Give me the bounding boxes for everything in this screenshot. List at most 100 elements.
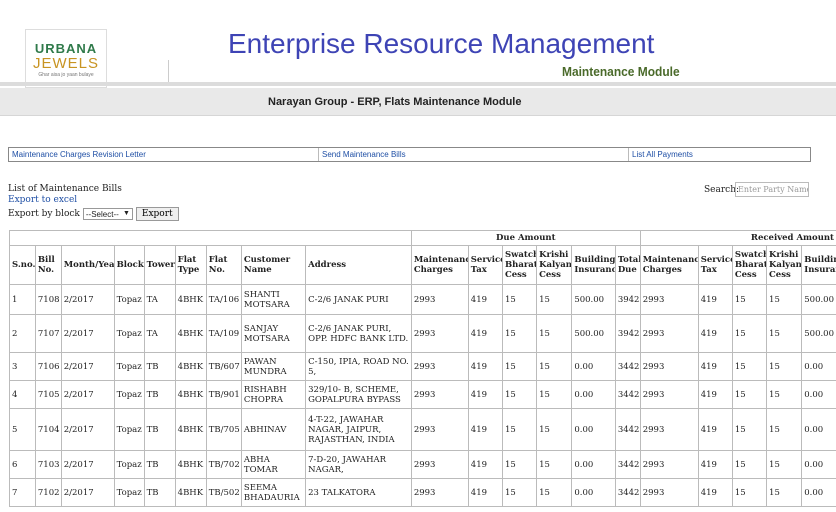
table-row[interactable]: 3 7106 2/2017 Topaz TB 4BHK TB/607 PAWAN MUNDRA…: [9, 352, 836, 381]
column-header: Building Insurance: [801, 245, 836, 285]
column-header: Maintenance Charges: [639, 245, 699, 285]
table-cell: 15: [731, 450, 768, 479]
table-cell: TB: [143, 408, 176, 451]
table-cell: 419: [467, 478, 503, 507]
table-cell: SHANTI MOTSARA: [240, 284, 307, 315]
table-cell: 7102: [34, 478, 62, 507]
table-cell: 15: [536, 408, 573, 451]
table-cell: 419: [467, 284, 503, 315]
table-cell: 0.00: [801, 408, 836, 451]
table-cell: Topaz: [113, 380, 145, 409]
table-cell: 4: [9, 380, 36, 409]
table-body: 1 7108 2/2017 Topaz TA 4BHK TA/106 SHANTI MOTSA…: [9, 284, 836, 507]
table-cell: C-2/6 JANAK PURI: [305, 284, 412, 315]
group-header-received: Received Amount: [639, 230, 836, 246]
table-cell: 7103: [34, 450, 62, 479]
table-cell: 15: [501, 314, 538, 353]
table-cell: 419: [697, 450, 733, 479]
table-cell: 0.00: [801, 352, 836, 381]
table-cell: 0.00: [801, 380, 836, 409]
logo-tagline: Ghar aisa jo yaan bulaye: [38, 72, 94, 78]
table-cell: 15: [536, 314, 573, 353]
column-header: Krishi Kalyan Cess: [536, 245, 573, 285]
table-cell: 15: [501, 284, 538, 315]
bills-table-container: Due Amount Received Amount S.no. Bill No.…: [9, 230, 836, 507]
group-header-blank: [9, 230, 412, 246]
table-cell: 15: [536, 284, 573, 315]
table-cell: 0.00: [571, 450, 616, 479]
table-cell: TB/901: [205, 380, 242, 409]
table-cell: ABHINAV: [240, 408, 307, 451]
table-cell: 15: [731, 408, 768, 451]
table-cell: 0.00: [571, 352, 616, 381]
app-title: Enterprise Resource Management: [228, 28, 655, 59]
block-select[interactable]: --Select-- ▼: [82, 208, 133, 220]
table-cell: 5: [9, 408, 36, 451]
export-block-label: Export by block: [8, 209, 80, 219]
nav-send-bills-link[interactable]: Send Maintenance Bills: [319, 148, 629, 161]
table-cell: 15: [766, 450, 803, 479]
banner-strip: [0, 82, 836, 86]
table-row[interactable]: 7 7102 2/2017 Topaz TB 4BHK TB/502 SEEMA BHADAU…: [9, 478, 836, 507]
table-cell: 0.00: [801, 478, 836, 507]
table-cell: 7: [9, 478, 36, 507]
export-button[interactable]: Export: [135, 207, 179, 221]
table-cell: 2: [9, 314, 36, 353]
table-cell: PAWAN MUNDRA: [240, 352, 307, 381]
table-cell: 2993: [410, 352, 469, 381]
table-row[interactable]: 2 7107 2/2017 Topaz TA 4BHK TA/109 SANJAY MOTSA…: [9, 314, 836, 353]
table-row[interactable]: 6 7103 2/2017 Topaz TB 4BHK TB/702 ABHA TOMAR 7-…: [9, 450, 836, 479]
column-header: Building Insurance: [571, 245, 616, 285]
table-cell: 3442: [614, 352, 641, 381]
column-header: Flat No.: [205, 245, 242, 285]
table-cell: 419: [467, 352, 503, 381]
table-cell: 4BHK: [174, 380, 207, 409]
table-cell: SEEMA BHADAURIA: [240, 478, 307, 507]
column-header: Customer Name: [240, 245, 307, 285]
table-cell: 7108: [34, 284, 62, 315]
table-row[interactable]: 1 7108 2/2017 Topaz TA 4BHK TA/106 SHANTI MOTSA…: [9, 284, 836, 315]
table-cell: TB/705: [205, 408, 242, 451]
column-header: Swatch Bharat Cess: [501, 245, 538, 285]
search-input[interactable]: Enter Party Name: [735, 182, 809, 197]
table-cell: 15: [501, 408, 538, 451]
table-cell: 3442: [614, 408, 641, 451]
table-cell: 15: [766, 380, 803, 409]
table-cell: 2993: [410, 408, 469, 451]
column-header: Block: [113, 245, 145, 285]
table-cell: 2993: [639, 314, 699, 353]
nav-revision-letter-link[interactable]: Maintenance Charges Revision Letter: [9, 148, 319, 161]
block-select-value: --Select--: [85, 209, 119, 219]
table-cell: 500.00: [571, 284, 616, 315]
table-cell: 2/2017: [60, 450, 115, 479]
column-header: Bill No.: [34, 245, 62, 285]
table-cell: 15: [731, 284, 768, 315]
table-cell: ABHA TOMAR: [240, 450, 307, 479]
column-header: Krishi Kalyan Cess: [766, 245, 803, 285]
nav-list-payments-link[interactable]: List All Payments: [632, 150, 693, 159]
table-cell: 419: [697, 284, 733, 315]
column-header: Maintenance Charges: [410, 245, 469, 285]
column-header: Service Tax: [467, 245, 503, 285]
table-cell: TB/607: [205, 352, 242, 381]
table-row[interactable]: 5 7104 2/2017 Topaz TB 4BHK TB/705 ABHINAV 4-T-2…: [9, 408, 836, 451]
export-excel-link[interactable]: Export to excel: [8, 195, 78, 205]
table-cell: 2993: [639, 450, 699, 479]
table-cell: SANJAY MOTSARA: [240, 314, 307, 353]
table-cell: 0.00: [801, 450, 836, 479]
table-cell: TB: [143, 478, 176, 507]
table-cell: 3942: [614, 314, 641, 353]
table-cell: 419: [697, 478, 733, 507]
table-cell: 2/2017: [60, 408, 115, 451]
table-cell: 2/2017: [60, 380, 115, 409]
table-cell: 15: [766, 284, 803, 315]
table-cell: Topaz: [113, 352, 145, 381]
table-cell: 2/2017: [60, 284, 115, 315]
table-row[interactable]: 4 7105 2/2017 Topaz TB 4BHK TB/901 RISHABH CHOP…: [9, 380, 836, 409]
table-cell: 15: [766, 408, 803, 451]
table-cell: 0.00: [571, 408, 616, 451]
table-cell: TB/502: [205, 478, 242, 507]
table-cell: Topaz: [113, 314, 145, 353]
table-cell: 2993: [639, 352, 699, 381]
table-cell: 419: [697, 380, 733, 409]
